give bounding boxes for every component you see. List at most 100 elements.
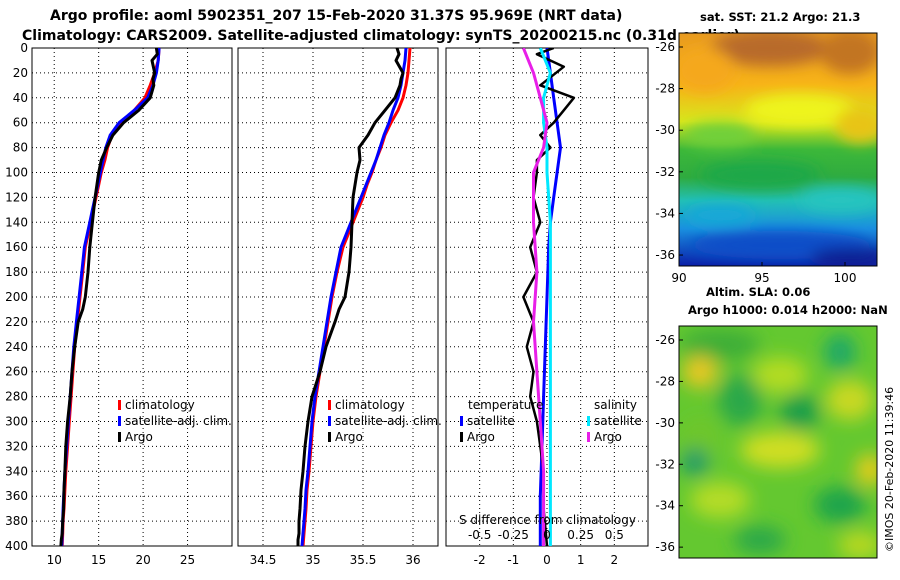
depth-tick-label: 80 <box>13 141 28 155</box>
depth-tick-label: 240 <box>5 340 28 354</box>
legend-climatology: climatology <box>125 398 195 412</box>
sla-map: Altim. SLA: 0.06 Argo h1000: 0.014 h2000… <box>655 285 888 559</box>
legend-swatch-satellite <box>328 416 331 426</box>
salinity-series-climatology <box>301 48 412 546</box>
difference-s-tick-label: -0.5 <box>468 528 491 542</box>
depth-tick-label: 260 <box>5 365 28 379</box>
difference-s-tick-label: 0.5 <box>605 528 624 542</box>
sla-map-frame <box>678 325 878 559</box>
difference-panel: -2 -1 0 1 2 S difference from climatology -0… <box>445 47 649 567</box>
temperature-gridlines <box>32 48 232 546</box>
depth-tick-label: 220 <box>5 315 28 329</box>
sst-map-ytick-label: -26 <box>655 40 675 54</box>
depth-tick-label: 340 <box>5 464 28 478</box>
salinity-legend: climatology satellite-adj. clim. Argo <box>328 398 442 444</box>
difference-x-axis: -2 -1 0 1 2 <box>474 553 618 567</box>
sla-map-ytick-label: -36 <box>655 540 675 554</box>
legend-swatch-climatology <box>328 400 331 410</box>
temperature-legend: climatology satellite-adj. clim. Argo <box>118 398 232 444</box>
difference-series-salinity-argo <box>522 48 549 546</box>
legend-climatology: climatology <box>335 398 405 412</box>
difference-xtick-label: -2 <box>474 553 486 567</box>
sst-map-ytick-label: -34 <box>655 206 675 220</box>
sst-map-x-axis: 90 95 100 <box>671 262 856 285</box>
difference-xtick-label: -1 <box>507 553 519 567</box>
temperature-xtick-label: 25 <box>180 553 195 567</box>
difference-s-tick-label: 0.25 <box>567 528 594 542</box>
temperature-x-axis: 10 15 20 25 <box>47 553 196 567</box>
legend-swatch-salinity-satellite <box>587 416 590 426</box>
salinity-lines <box>296 48 412 546</box>
difference-s-tick-label: 0 <box>543 528 551 542</box>
title-line-2: Climatology: CARS2009. Satellite-adjuste… <box>22 28 740 44</box>
sla-map-ytick-label: -32 <box>655 457 675 471</box>
depth-tick-label: 100 <box>5 166 28 180</box>
depth-tick-label: 60 <box>13 116 28 130</box>
salinity-xtick-label: 35.5 <box>350 553 377 567</box>
salinity-series-argo <box>296 48 405 546</box>
temperature-lines <box>59 48 161 546</box>
temperature-xtick-label: 20 <box>135 553 150 567</box>
legend-swatch-argo <box>328 432 331 442</box>
sst-map-title: sat. SST: 21.2 Argo: 21.3 <box>700 10 860 24</box>
difference-legend-temperature: temperature satellite Argo <box>460 398 543 444</box>
salinity-panel: 34.5 35 35.5 36 climatology satellite-adj. … <box>237 47 442 567</box>
sst-map-ytick-label: -32 <box>655 165 675 179</box>
sla-map-ytick-label: -26 <box>655 333 675 347</box>
depth-tick-label: 360 <box>5 489 28 503</box>
depth-tick-label: 280 <box>5 390 28 404</box>
legend-salinity-argo: Argo <box>594 430 622 444</box>
legend-temperature-argo: Argo <box>467 430 495 444</box>
sla-map-title-line-1: Altim. SLA: 0.06 <box>706 285 810 299</box>
legend-salinity-satellite: satellite <box>594 414 642 428</box>
legend-temperature-satellite: satellite <box>467 414 515 428</box>
difference-legend-salinity: salinity satellite Argo <box>587 398 642 444</box>
legend-argo: Argo <box>335 430 363 444</box>
difference-xtick-label: 2 <box>611 553 619 567</box>
watermark: ©IMOS 20-Feb-2020 11:39:46 <box>883 387 896 552</box>
legend-swatch-argo <box>118 432 121 442</box>
sla-map-title-line-2: Argo h1000: 0.014 h2000: NaN <box>688 303 888 317</box>
legend-swatch-temperature-satellite <box>460 416 463 426</box>
sst-map-image <box>679 33 877 266</box>
depth-tick-label: 40 <box>13 91 28 105</box>
legend-swatch-climatology <box>118 400 121 410</box>
sla-map-ytick-label: -30 <box>655 416 675 430</box>
depth-tick-label: 20 <box>13 66 28 80</box>
salinity-gridlines <box>238 48 438 546</box>
temperature-axes-frame <box>31 47 233 547</box>
sst-map-xtick-label: 100 <box>834 271 857 285</box>
legend-swatch-temperature-argo <box>460 432 463 442</box>
difference-top-axis-label: S difference from climatology <box>459 513 636 527</box>
temperature-xtick-label: 10 <box>47 553 62 567</box>
depth-tick-label: 400 <box>5 539 28 553</box>
depth-tick-label: 300 <box>5 415 28 429</box>
sla-map-y-axis: -26 -28 -30 -32 -34 -36 <box>655 333 683 554</box>
difference-s-tick-label: -0.25 <box>498 528 529 542</box>
sla-map-ytick-label: -28 <box>655 374 675 388</box>
depth-tick-label: 0 <box>20 41 28 55</box>
sst-map-xtick-label: 95 <box>754 271 769 285</box>
salinity-axes-frame <box>237 47 439 547</box>
sla-map-ytick-label: -34 <box>655 499 675 513</box>
legend-satellite: satellite-adj. clim. <box>125 414 232 428</box>
sla-map-image <box>679 326 877 558</box>
depth-tick-label: 380 <box>5 514 28 528</box>
depth-axis: 0 20 40 60 80 100 120 140 160 180 200 220 240 260 280 3… <box>5 41 28 553</box>
difference-xtick-label: 1 <box>577 553 585 567</box>
difference-xtick-label: 0 <box>543 553 551 567</box>
salinity-xtick-label: 36 <box>405 553 420 567</box>
depth-tick-label: 140 <box>5 215 28 229</box>
legend-argo: Argo <box>125 430 153 444</box>
salinity-xtick-label: 35 <box>305 553 320 567</box>
sst-map: sat. SST: 21.2 Argo: 21.3 -26 -28 -30 -32 -3… <box>655 10 878 285</box>
legend-salinity-heading: salinity <box>594 398 637 412</box>
sst-map-ytick-label: -30 <box>655 123 675 137</box>
temperature-series-argo <box>59 48 159 546</box>
depth-tick-label: 120 <box>5 190 28 204</box>
sst-map-ytick-label: -28 <box>655 82 675 96</box>
salinity-x-axis: 34.5 35 35.5 36 <box>250 553 421 567</box>
depth-tick-label: 180 <box>5 265 28 279</box>
title-line-1: Argo profile: aoml 5902351_207 15-Feb-20… <box>50 8 622 24</box>
